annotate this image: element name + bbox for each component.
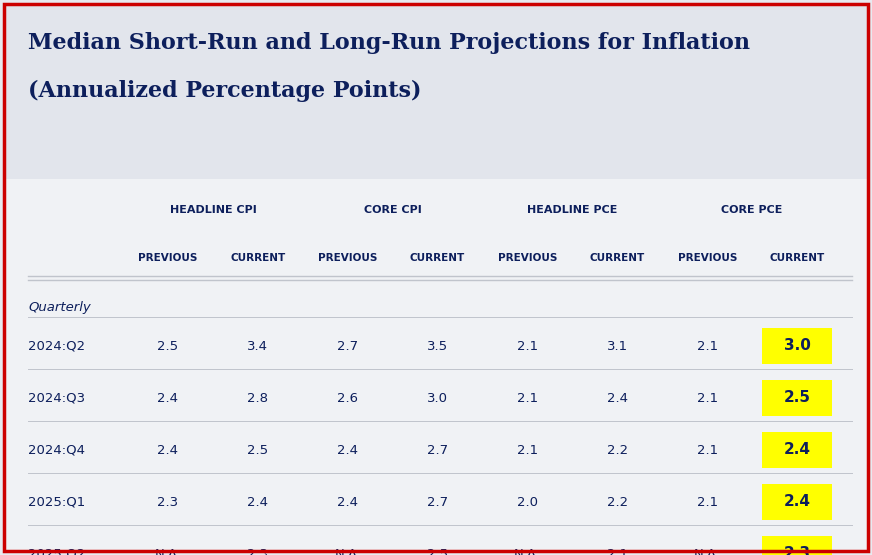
Text: 2.1: 2.1 (607, 547, 628, 555)
Bar (762, 432, 832, 468)
Text: 2.4: 2.4 (337, 443, 358, 457)
Text: 2.4: 2.4 (784, 495, 811, 509)
Text: 2.0: 2.0 (517, 496, 538, 508)
Text: 2024:Q4: 2024:Q4 (28, 443, 85, 457)
Bar (4, 179, 868, 551)
Text: 2.7: 2.7 (337, 340, 358, 352)
Text: 2.4: 2.4 (248, 496, 269, 508)
Bar (4, 4, 868, 179)
Text: 2.4: 2.4 (158, 391, 179, 405)
Text: 2025:Q2: 2025:Q2 (28, 547, 85, 555)
Text: CORE PCE: CORE PCE (721, 205, 783, 215)
Text: CURRENT: CURRENT (589, 253, 645, 263)
Text: 2.4: 2.4 (784, 442, 811, 457)
Text: CURRENT: CURRENT (410, 253, 465, 263)
Text: 3.0: 3.0 (427, 391, 448, 405)
Text: 2.4: 2.4 (158, 443, 179, 457)
Text: 3.0: 3.0 (784, 339, 810, 354)
Text: 2.5: 2.5 (427, 547, 448, 555)
Bar (762, 329, 832, 364)
Text: 2.5: 2.5 (784, 391, 811, 406)
Bar (762, 536, 832, 555)
Text: 2.2: 2.2 (607, 496, 628, 508)
Text: N.A.: N.A. (154, 547, 181, 555)
Text: Quarterly: Quarterly (28, 301, 91, 315)
Text: PREVIOUS: PREVIOUS (139, 253, 198, 263)
Text: 2.4: 2.4 (607, 391, 628, 405)
Text: 3.5: 3.5 (427, 340, 448, 352)
Text: N.A.: N.A. (334, 547, 361, 555)
Text: 3.4: 3.4 (248, 340, 269, 352)
Text: 2.1: 2.1 (697, 391, 718, 405)
Text: HEADLINE CPI: HEADLINE CPI (169, 205, 256, 215)
Text: Median Short-Run and Long-Run Projections for Inflation: Median Short-Run and Long-Run Projection… (28, 32, 750, 54)
Text: 2.8: 2.8 (248, 391, 269, 405)
Text: PREVIOUS: PREVIOUS (318, 253, 378, 263)
Text: 3.1: 3.1 (607, 340, 628, 352)
Text: PREVIOUS: PREVIOUS (498, 253, 557, 263)
Text: 2.1: 2.1 (697, 340, 718, 352)
Text: CURRENT: CURRENT (769, 253, 825, 263)
Text: 2.1: 2.1 (697, 443, 718, 457)
Text: 2.5: 2.5 (248, 443, 269, 457)
Text: 2.1: 2.1 (517, 340, 538, 352)
Text: 2025:Q1: 2025:Q1 (28, 496, 85, 508)
Bar (762, 380, 832, 416)
Text: 2.5: 2.5 (157, 340, 179, 352)
Text: 2.3: 2.3 (784, 547, 811, 555)
Text: 2.7: 2.7 (427, 496, 448, 508)
Text: 2.2: 2.2 (607, 443, 628, 457)
Text: CURRENT: CURRENT (230, 253, 285, 263)
Text: CORE CPI: CORE CPI (364, 205, 421, 215)
Text: N.A.: N.A. (514, 547, 541, 555)
Text: 2.1: 2.1 (517, 443, 538, 457)
Text: 2.1: 2.1 (697, 496, 718, 508)
Text: 2.7: 2.7 (427, 443, 448, 457)
Text: 2.3: 2.3 (248, 547, 269, 555)
Text: HEADLINE PCE: HEADLINE PCE (528, 205, 617, 215)
Text: (Annualized Percentage Points): (Annualized Percentage Points) (28, 80, 421, 102)
Text: 2024:Q2: 2024:Q2 (28, 340, 85, 352)
Bar (762, 485, 832, 519)
Text: N.A.: N.A. (694, 547, 720, 555)
Text: 2.4: 2.4 (337, 496, 358, 508)
Text: 2.6: 2.6 (337, 391, 358, 405)
Text: PREVIOUS: PREVIOUS (678, 253, 737, 263)
Text: 2024:Q3: 2024:Q3 (28, 391, 85, 405)
Text: 2.1: 2.1 (517, 391, 538, 405)
Text: 2.3: 2.3 (157, 496, 179, 508)
